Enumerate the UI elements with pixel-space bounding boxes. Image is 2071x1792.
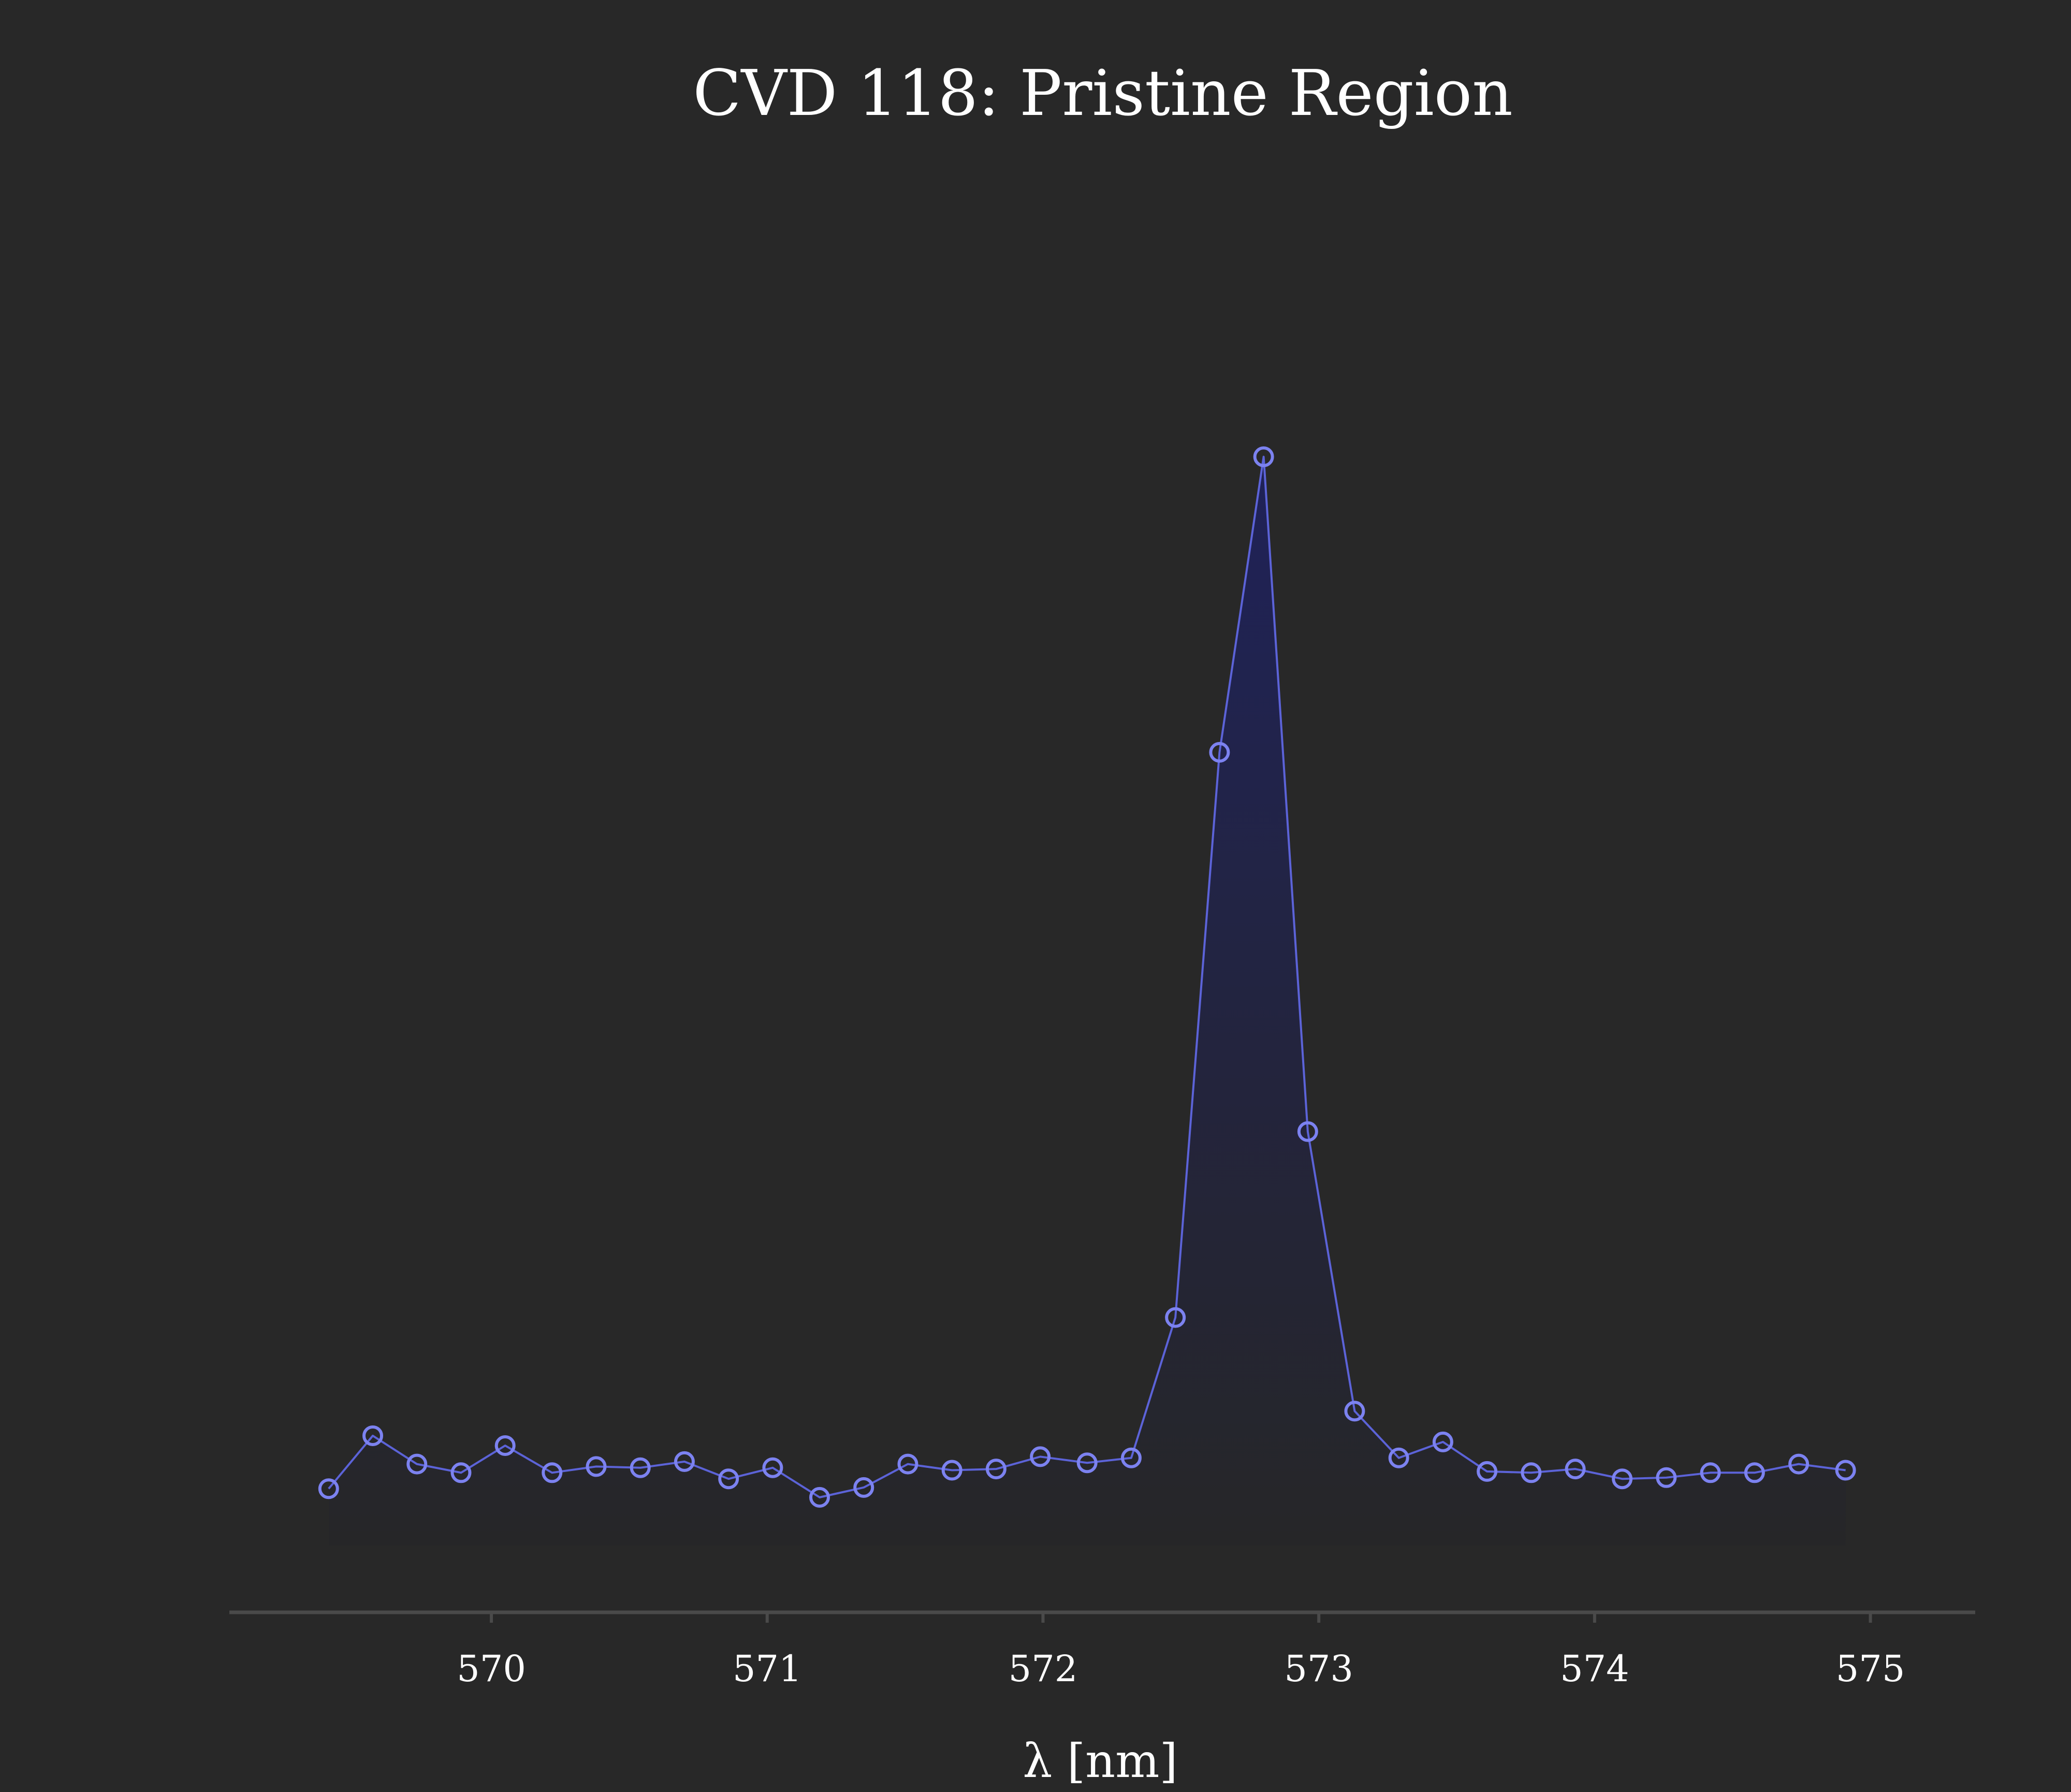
data-point xyxy=(1076,1452,1098,1474)
x-axis-ticks: 570 571 572 573 574 575 xyxy=(457,1612,1905,1690)
data-point xyxy=(897,1453,918,1475)
data-point xyxy=(1744,1462,1765,1483)
data-point xyxy=(1612,1468,1633,1490)
x-tick-label: 574 xyxy=(1560,1648,1629,1690)
data-point xyxy=(542,1462,563,1483)
data-point xyxy=(586,1456,607,1477)
series-area-fill xyxy=(328,457,1846,1546)
x-tick-label: 571 xyxy=(733,1648,802,1690)
data-point xyxy=(1030,1446,1051,1467)
data-point xyxy=(1432,1431,1453,1452)
data-point xyxy=(1477,1461,1498,1482)
data-point xyxy=(1253,446,1274,468)
data-point xyxy=(809,1487,830,1508)
x-tick-label: 570 xyxy=(457,1648,526,1690)
data-point xyxy=(1209,741,1230,763)
chart-title: CVD 118: Pristine Region xyxy=(693,56,1513,130)
data-point xyxy=(762,1457,783,1478)
data-point xyxy=(406,1453,428,1475)
data-point xyxy=(1656,1467,1677,1488)
data-point xyxy=(985,1459,1007,1480)
data-point xyxy=(630,1457,651,1478)
data-point xyxy=(1388,1447,1409,1468)
data-point xyxy=(1565,1459,1586,1480)
x-tick-label: 573 xyxy=(1284,1648,1353,1690)
plot-area xyxy=(318,446,1856,1546)
data-point xyxy=(318,1478,339,1499)
data-point xyxy=(1297,1121,1318,1142)
data-point xyxy=(1700,1462,1721,1483)
series-line xyxy=(328,456,1846,1498)
data-point xyxy=(1165,1307,1186,1328)
data-point xyxy=(674,1451,695,1472)
x-axis-label: λ [nm] xyxy=(1023,1734,1177,1788)
data-point xyxy=(718,1468,739,1490)
data-point xyxy=(1521,1462,1542,1483)
data-point xyxy=(1835,1460,1856,1481)
x-tick-label: 572 xyxy=(1009,1648,1078,1690)
data-point xyxy=(362,1425,384,1446)
data-point xyxy=(494,1435,516,1456)
data-point xyxy=(1344,1401,1365,1422)
data-point xyxy=(1120,1447,1142,1468)
data-point xyxy=(853,1477,874,1498)
data-point xyxy=(450,1462,472,1483)
x-tick-label: 575 xyxy=(1836,1648,1905,1690)
data-point xyxy=(1788,1453,1810,1475)
data-point xyxy=(941,1460,962,1481)
